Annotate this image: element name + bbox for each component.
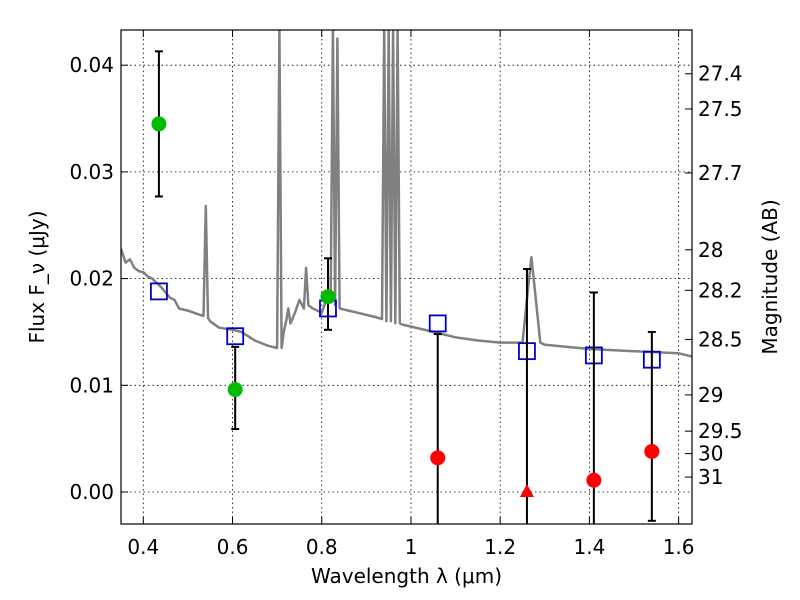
y-tick-label: 0.02 [69, 267, 114, 291]
x-tick-label: 0.4 [127, 535, 159, 559]
y-axis-label: Flux F_ν (μJy) [25, 210, 49, 343]
plot-area [121, 30, 692, 524]
x-axis-label: Wavelength λ (μm) [311, 564, 502, 588]
model-point [150, 282, 168, 301]
y-tick-label: 0.04 [69, 53, 114, 77]
tick-labels: 0.4 0.6 0.8 1 1.2 1.4 1.6 0.00 0.01 0.02 0.03 0.04 2… [69, 53, 742, 559]
grid [121, 30, 692, 524]
detection-point [151, 116, 167, 132]
right-axis-tick-label: 27.5 [698, 97, 743, 121]
x-tick-label: 1.2 [484, 535, 516, 559]
detection-point [320, 289, 336, 305]
y-tick-label: 0.00 [69, 480, 114, 504]
faint-point [430, 450, 446, 466]
upper-limit-point [519, 483, 534, 497]
model-point [428, 314, 447, 333]
right-axis-tick-label: 29.5 [698, 419, 743, 443]
x-tick-label: 1.6 [663, 535, 695, 559]
right-axis-tick-label: 29 [698, 383, 723, 407]
y-tick-label: 0.01 [69, 373, 114, 397]
x-tick-label: 1 [405, 535, 418, 559]
y-tick-label: 0.03 [69, 160, 114, 184]
right-axis-label: Magnitude (AB) [758, 199, 782, 354]
faint-point [644, 443, 660, 459]
axis-ticks [121, 30, 692, 524]
spectrum-line [121, 30, 692, 358]
right-axis-tick-label: 28.2 [698, 278, 743, 302]
right-axis-tick-label: 28.5 [698, 327, 743, 351]
faint-point [586, 472, 602, 488]
x-tick-label: 1.4 [573, 535, 605, 559]
detection-point [227, 382, 243, 398]
plot-frame [120, 29, 693, 525]
model-point [226, 327, 245, 346]
right-axis-tick-label: 27.7 [698, 161, 743, 185]
right-axis-tick-label: 27.4 [698, 62, 743, 86]
x-tick-label: 0.6 [217, 535, 249, 559]
right-axis-tick-label: 30 [698, 442, 723, 466]
right-axis-tick-label: 28 [698, 238, 723, 262]
x-tick-label: 0.8 [306, 535, 338, 559]
right-axis-tick-label: 31 [698, 465, 723, 489]
